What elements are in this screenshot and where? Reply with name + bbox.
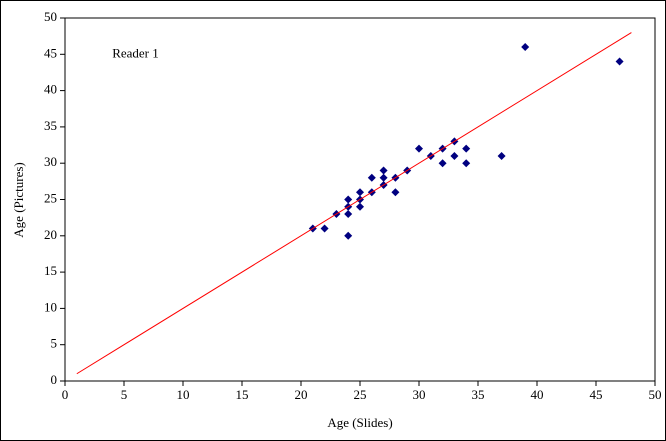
data-point <box>344 210 353 219</box>
x-tick-label: 35 <box>472 387 485 402</box>
y-tick-label: 35 <box>44 118 57 133</box>
y-tick-label: 5 <box>51 336 58 351</box>
data-point <box>521 43 530 52</box>
data-point <box>450 151 459 160</box>
x-tick-label: 45 <box>590 387 603 402</box>
y-tick-label: 45 <box>44 45 57 60</box>
data-point <box>462 144 471 153</box>
x-tick-label: 25 <box>354 387 367 402</box>
data-point <box>415 144 423 153</box>
y-tick-label: 0 <box>51 372 58 387</box>
y-tick-label: 40 <box>44 82 57 97</box>
data-point <box>379 173 388 182</box>
x-axis-label: Age (Slides) <box>327 415 392 430</box>
data-point <box>367 173 376 182</box>
data-point <box>462 159 471 168</box>
y-tick-label: 50 <box>44 9 57 24</box>
data-point <box>379 166 388 175</box>
y-tick-label: 30 <box>44 154 57 169</box>
x-tick-label: 20 <box>295 387 308 402</box>
y-axis-label: Age (Pictures) <box>11 162 26 237</box>
y-tick-label: 15 <box>44 263 57 278</box>
y-tick-label: 10 <box>44 299 57 314</box>
x-tick-label: 5 <box>121 387 128 402</box>
fit-line <box>76 32 632 375</box>
data-point <box>356 188 364 197</box>
x-tick-label: 0 <box>62 387 69 402</box>
data-point <box>320 224 329 233</box>
x-tick-label: 10 <box>177 387 190 402</box>
x-tick-label: 15 <box>236 387 249 402</box>
data-point <box>356 202 364 211</box>
data-point <box>615 57 624 66</box>
data-point <box>497 151 506 160</box>
x-tick-label: 50 <box>649 387 662 402</box>
data-point <box>391 188 400 197</box>
y-tick-label: 25 <box>44 190 57 205</box>
data-point <box>438 159 447 168</box>
y-tick-label: 20 <box>44 227 57 242</box>
x-tick-label: 40 <box>531 387 544 402</box>
data-point <box>344 195 353 204</box>
data-point <box>344 231 353 240</box>
x-tick-label: 30 <box>413 387 426 402</box>
annotation: Reader 1 <box>112 45 159 60</box>
